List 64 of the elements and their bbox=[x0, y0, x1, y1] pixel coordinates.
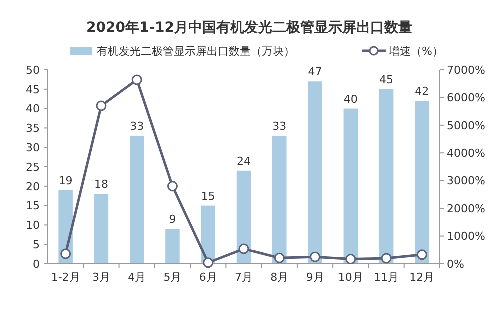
point bbox=[238, 244, 250, 254]
bar bbox=[415, 101, 430, 264]
point bbox=[274, 252, 285, 264]
y-tick-label: 15 bbox=[26, 200, 40, 213]
x-tick-label: 7月 bbox=[235, 271, 253, 284]
data-label: 24 bbox=[237, 154, 251, 168]
data-label: 19 bbox=[58, 174, 73, 188]
y-tick-label: 5 bbox=[33, 238, 40, 252]
y-tick-label: 45 bbox=[26, 83, 40, 96]
x-tick-label: 11月 bbox=[374, 271, 400, 284]
y2-tick-label: 6000% bbox=[447, 92, 486, 105]
y-tick-label: 30 bbox=[26, 141, 40, 154]
point bbox=[96, 100, 107, 112]
y2-tick-label: 0% bbox=[447, 258, 464, 271]
point bbox=[346, 254, 356, 265]
data-label: 15 bbox=[201, 190, 216, 203]
x-tick-label: 8月 bbox=[270, 271, 289, 284]
y2-tick-label: 5000% bbox=[447, 119, 486, 132]
y2-tick-label: 2000% bbox=[447, 202, 486, 216]
x-tick-label: 5月 bbox=[164, 271, 182, 284]
data-label: 33 bbox=[272, 120, 287, 133]
bar bbox=[130, 136, 144, 264]
y-tick-label: 25 bbox=[26, 160, 40, 174]
x-tick-label: 9月 bbox=[306, 271, 324, 284]
y2-tick-label: 3000% bbox=[447, 174, 486, 188]
x-tick-label: 6月 bbox=[199, 271, 218, 284]
x-tick-label: 3月 bbox=[92, 271, 110, 284]
point bbox=[167, 181, 178, 192]
data-label: 45 bbox=[380, 73, 394, 86]
data-label: 47 bbox=[308, 66, 322, 79]
point bbox=[132, 74, 142, 86]
bar bbox=[94, 194, 109, 264]
x-tick-label: 12月 bbox=[410, 271, 435, 284]
bar bbox=[344, 108, 358, 264]
y-tick-label: 20 bbox=[26, 180, 40, 194]
point bbox=[203, 258, 214, 268]
bar bbox=[236, 170, 252, 264]
point bbox=[60, 248, 72, 260]
bar bbox=[166, 229, 180, 264]
y-tick-label: 35 bbox=[26, 122, 40, 136]
y2-tick-label: 4000% bbox=[447, 146, 486, 160]
data-label: 18 bbox=[94, 178, 108, 192]
bar bbox=[379, 89, 394, 264]
x-tick-label: 4月 bbox=[128, 271, 146, 284]
y2-tick-label: 1000% bbox=[447, 230, 486, 244]
point bbox=[310, 252, 321, 262]
legend-label: 增速（%） bbox=[388, 45, 444, 58]
data-label: 33 bbox=[130, 120, 144, 133]
y-tick-label: 0 bbox=[33, 258, 40, 271]
bar bbox=[272, 136, 287, 264]
data-label: 42 bbox=[415, 85, 430, 98]
point bbox=[416, 250, 428, 260]
x-tick-label: 1-2月 bbox=[51, 271, 80, 284]
data-label: 9 bbox=[169, 213, 176, 226]
legend-label: 有机发光二极管显示屏出口数量（万块） bbox=[97, 45, 295, 58]
y-tick-label: 40 bbox=[26, 102, 40, 116]
bar bbox=[308, 82, 322, 264]
chart-title: 2020年1-12月中国有机发光二极管显示屏出口数量 bbox=[86, 20, 412, 36]
y2-tick-label: 7000% bbox=[447, 64, 486, 77]
y-tick-label: 50 bbox=[26, 64, 40, 77]
y-tick-label: 10 bbox=[26, 219, 40, 232]
point bbox=[381, 253, 392, 264]
data-label: 40 bbox=[344, 92, 358, 106]
x-tick-label: 10月 bbox=[338, 271, 364, 284]
